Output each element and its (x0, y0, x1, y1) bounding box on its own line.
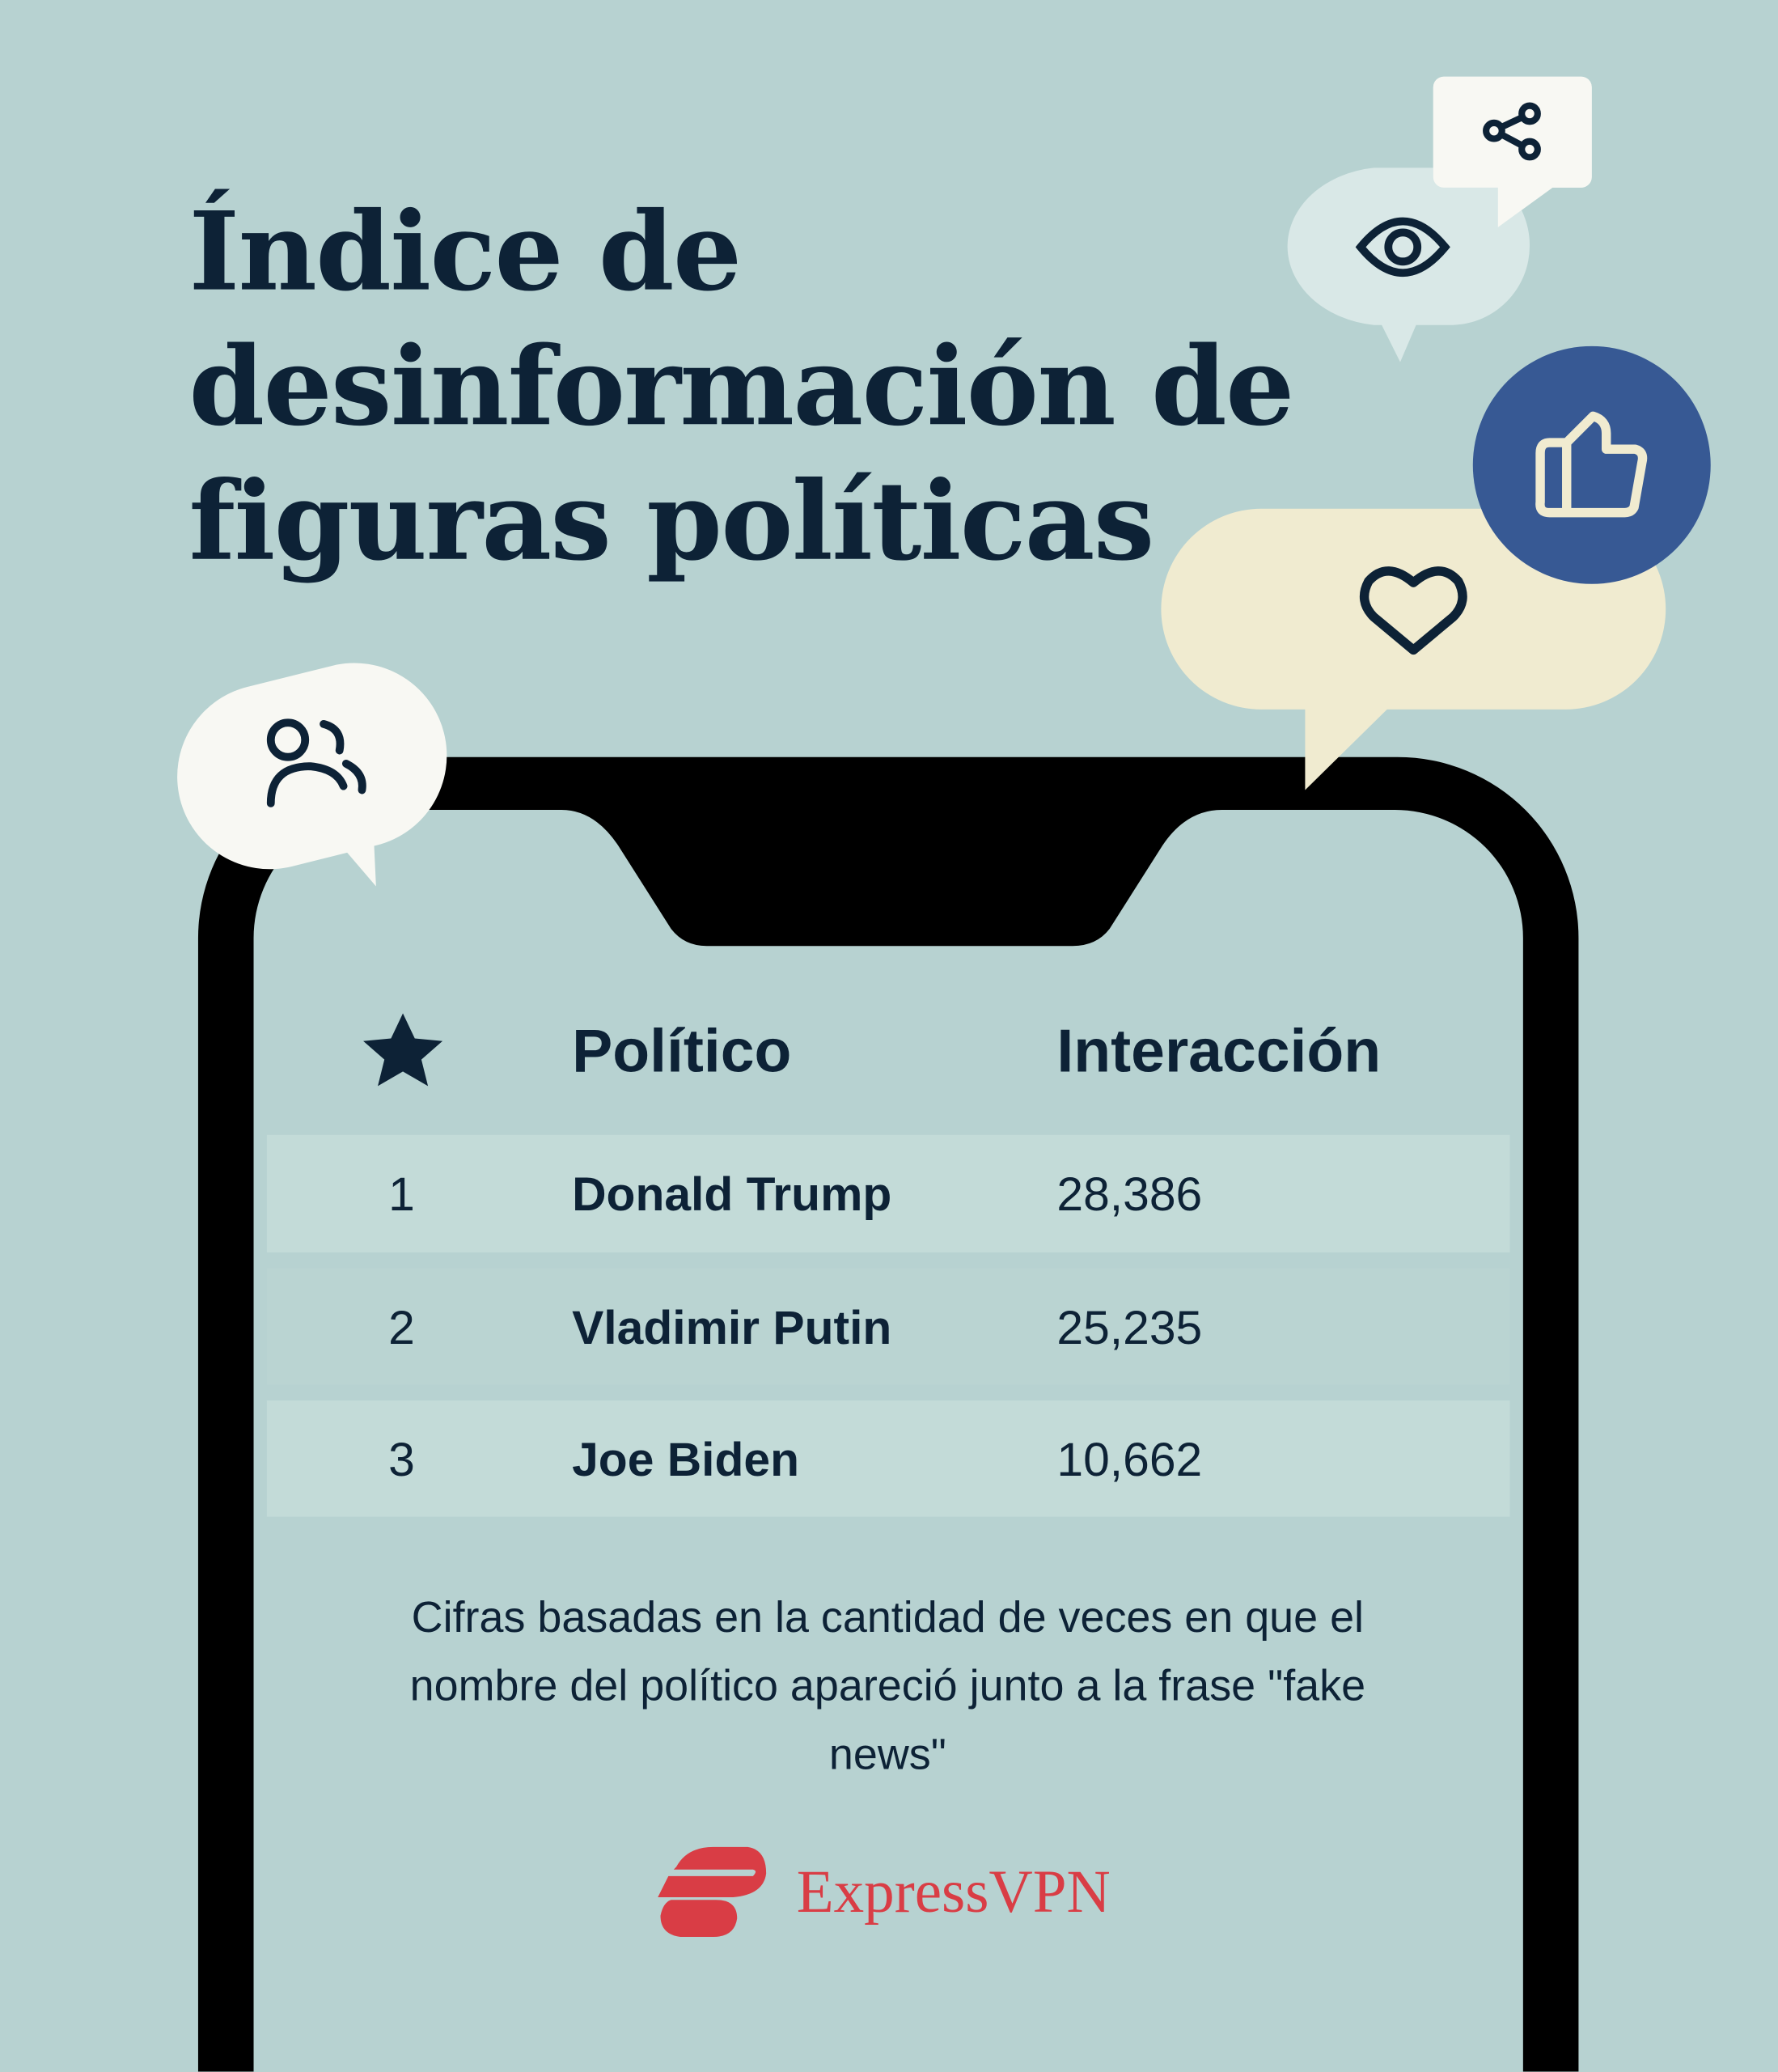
heart-icon (1359, 566, 1467, 655)
table-row: 3 Joe Biden 10,662 (267, 1400, 1510, 1518)
rank: 1 (388, 1166, 415, 1221)
footnote: Cifras basadas en la cantidad de veces e… (409, 1591, 1366, 1779)
table-row: 1 Donald Trump 28,386 (267, 1135, 1510, 1252)
page-title: Índice de desinformación de figuras polí… (188, 185, 1295, 590)
interaction-value: 10,662 (1056, 1432, 1203, 1487)
users-icon (266, 718, 366, 807)
politician-name: Donald Trump (572, 1166, 892, 1221)
interaction-value: 28,386 (1056, 1166, 1203, 1221)
title-line: figuras políticas (188, 458, 1155, 586)
star-icon (363, 1013, 443, 1087)
eye-bubble (1287, 76, 1592, 362)
title-line: desinformación de (188, 324, 1295, 451)
rank: 3 (388, 1432, 415, 1487)
table-row: 2 Vladimir Putin 25,235 (267, 1269, 1510, 1386)
title-line: Índice de (188, 189, 743, 316)
thumbs-up-bubble (1472, 345, 1711, 584)
politician-name: Vladimir Putin (572, 1299, 892, 1354)
politician-name: Joe Biden (572, 1432, 800, 1487)
expressvpn-logo-icon (658, 1846, 767, 1937)
column-header-politician: Político (572, 1015, 792, 1085)
eye-icon (1355, 217, 1450, 277)
share-icon (1483, 102, 1541, 161)
brand-name: ExpressVPN (796, 1857, 1111, 1926)
rank: 2 (388, 1299, 415, 1354)
column-header-interaction: Interacción (1056, 1015, 1382, 1085)
interaction-value: 25,235 (1056, 1299, 1203, 1354)
